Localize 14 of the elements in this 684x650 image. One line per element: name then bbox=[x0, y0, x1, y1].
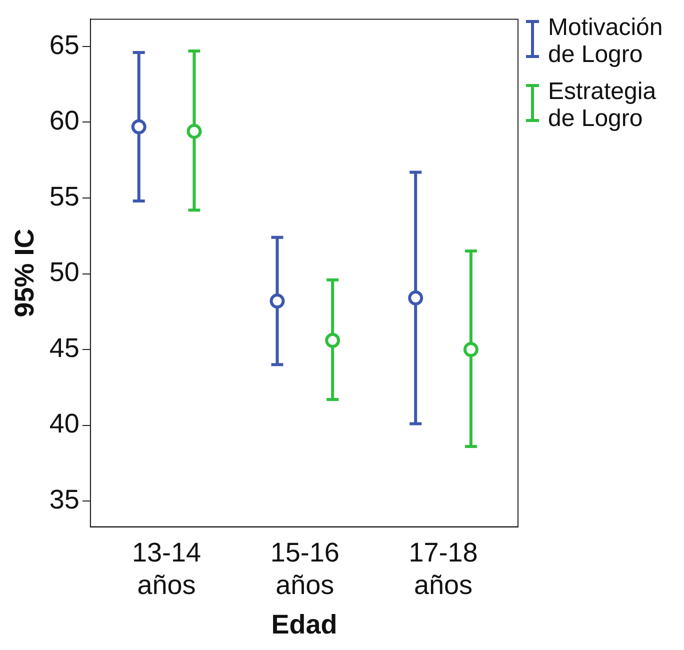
x-tick-label: 13-14 años bbox=[132, 537, 202, 600]
y-tick-label: 45 bbox=[49, 332, 80, 363]
x-tick-label: 17-18 años bbox=[408, 537, 478, 600]
y-tick-label: 55 bbox=[49, 181, 80, 212]
y-tick-label: 60 bbox=[49, 106, 80, 136]
y-tick-label: 40 bbox=[49, 408, 80, 439]
x-axis-title: Edad bbox=[271, 609, 338, 640]
y-tick-label: 35 bbox=[49, 484, 80, 514]
x-tick-label: 15-16 años bbox=[270, 537, 340, 600]
legend-label: Estrategia de Logro bbox=[548, 78, 658, 132]
y-axis-title: 95% IC bbox=[10, 228, 40, 318]
y-tick-label: 65 bbox=[49, 30, 80, 60]
legend-label: Motivación de Logro bbox=[548, 14, 664, 68]
y-tick-label: 50 bbox=[49, 257, 80, 288]
